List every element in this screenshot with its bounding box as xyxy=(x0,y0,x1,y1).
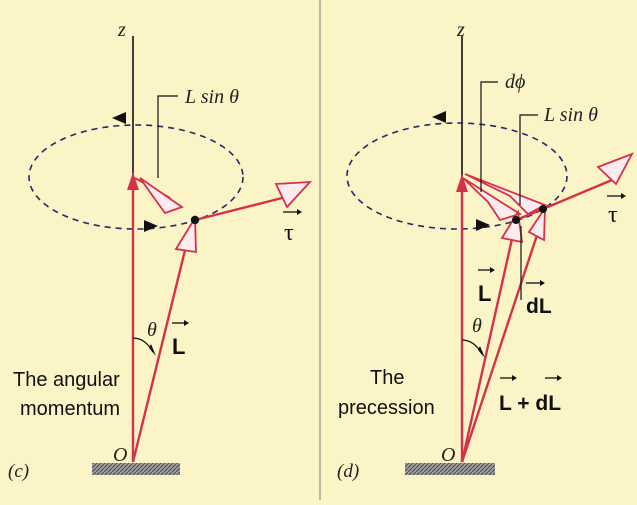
dL-vector-d xyxy=(515,207,544,222)
sum-overarrow-L-head-d xyxy=(512,375,517,381)
torque-vector-c xyxy=(194,194,291,222)
L-vector-c xyxy=(131,237,190,463)
torque-arrowhead-d xyxy=(596,152,634,186)
tau-overarrow-head-d xyxy=(621,193,626,199)
L-overarrow-head-d xyxy=(490,267,495,273)
sum-overarrow-dL-head-d xyxy=(557,375,562,381)
tau-overarrow-head-c xyxy=(297,209,302,215)
L-vector-d xyxy=(460,229,516,463)
vertical-arrowhead-d xyxy=(456,174,468,192)
theta-label-d: θ xyxy=(472,315,482,337)
theta-arc-arrow-c xyxy=(149,344,156,356)
theta-label-c: θ xyxy=(147,319,157,341)
orbit-arrow-bottom-c xyxy=(144,220,158,232)
L-label-d: L xyxy=(478,281,491,306)
orbit-arrow-bottom-d xyxy=(476,219,490,231)
lsin-label-c: L sin θ xyxy=(184,86,239,108)
lsin-leader-c xyxy=(157,95,178,178)
orbit-arrow-top-d xyxy=(432,111,446,123)
tau-label-d: τ xyxy=(608,202,618,228)
panel-label-c: (c) xyxy=(8,461,29,482)
tip-point-c xyxy=(190,215,200,225)
panel-label-d: (d) xyxy=(337,461,359,482)
origin-label-d: O xyxy=(441,444,455,466)
z-axis-label-c: z xyxy=(117,19,126,41)
dphi-label-d: dϕ xyxy=(505,71,525,93)
dphi-leader-d xyxy=(480,81,498,192)
L-plus-dL-arrowhead-d xyxy=(527,204,546,242)
origin-label-c: O xyxy=(113,444,127,466)
L-arrowhead-c xyxy=(174,214,197,254)
lsin-label-d: L sin θ xyxy=(543,104,598,126)
sum-label-d: L + dL xyxy=(499,392,561,415)
L-overarrow-head-c xyxy=(184,320,189,326)
caption-line1-d: The xyxy=(370,367,404,389)
tau-label-c: τ xyxy=(284,220,294,246)
tip-point-d-2 xyxy=(539,205,547,213)
orbit-arrow-top-c xyxy=(112,112,126,124)
theta-arc-arrow-d xyxy=(478,346,485,358)
z-axis-label-d: z xyxy=(456,19,465,41)
caption-line1-c: The angular xyxy=(13,369,120,391)
tip-point-d-1 xyxy=(512,216,520,224)
torque-arrowhead-c xyxy=(274,180,313,209)
dL-label-d: dL xyxy=(526,295,552,318)
ground-block-d xyxy=(405,463,495,475)
lsin-arrowhead-c xyxy=(139,177,184,215)
vertical-arrowhead-c xyxy=(127,172,139,190)
panel-c: z L sin θ θ L τ The xyxy=(8,19,313,482)
torque-vector-d xyxy=(542,178,613,211)
caption-line2-d: precession xyxy=(338,397,435,419)
theta-arc-d xyxy=(461,339,483,355)
ground-block-c xyxy=(92,463,180,475)
lsin-leader-d xyxy=(519,114,538,205)
orbit-path-c xyxy=(28,124,244,230)
L-plus-dL-vector-d xyxy=(460,225,542,463)
lsin-arrowhead-d-1 xyxy=(462,177,523,222)
panel-d: z dϕ L sin θ dL xyxy=(337,19,634,482)
L-label-c: L xyxy=(172,334,185,359)
orbit-path-d xyxy=(346,122,568,230)
dL-overarrow-head-d xyxy=(540,280,545,286)
caption-line2-c: momentum xyxy=(20,398,120,420)
